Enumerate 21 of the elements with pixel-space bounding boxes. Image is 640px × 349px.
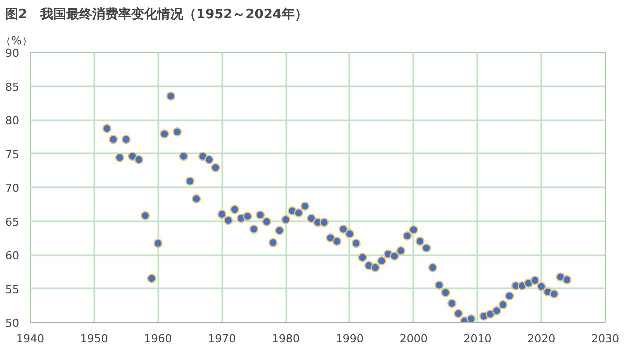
x-tick-label: 1960 — [144, 332, 172, 346]
y-tick-label: 65 — [6, 216, 20, 229]
y-tick-label: 80 — [6, 114, 20, 128]
y-tick-label: 50 — [6, 317, 20, 330]
y-tick-label: 55 — [6, 283, 20, 296]
x-tick-label: 2020 — [528, 332, 556, 346]
x-tick-label: 1940 — [16, 332, 45, 346]
x-tick-label: 1980 — [272, 332, 300, 346]
x-tick-label: 1990 — [336, 332, 364, 346]
y-tick-label: 60 — [6, 250, 20, 262]
x-tick-label: 1950 — [80, 332, 108, 346]
y-axis-title: （%） — [0, 34, 33, 48]
y-tick-label: 90 — [6, 47, 20, 60]
y-tick-label: 70 — [6, 182, 20, 195]
x-tick-label: 1970 — [208, 332, 236, 346]
x-tick-label: 2030 — [592, 332, 620, 346]
chart-title: 图2 我国最终消费率变化情况（1952～2024年） — [6, 6, 308, 22]
y-tick-label: 75 — [6, 148, 20, 162]
x-tick-label: 2010 — [464, 332, 492, 346]
x-tick-label: 2000 — [400, 332, 428, 346]
y-tick-label: 85 — [6, 80, 20, 94]
